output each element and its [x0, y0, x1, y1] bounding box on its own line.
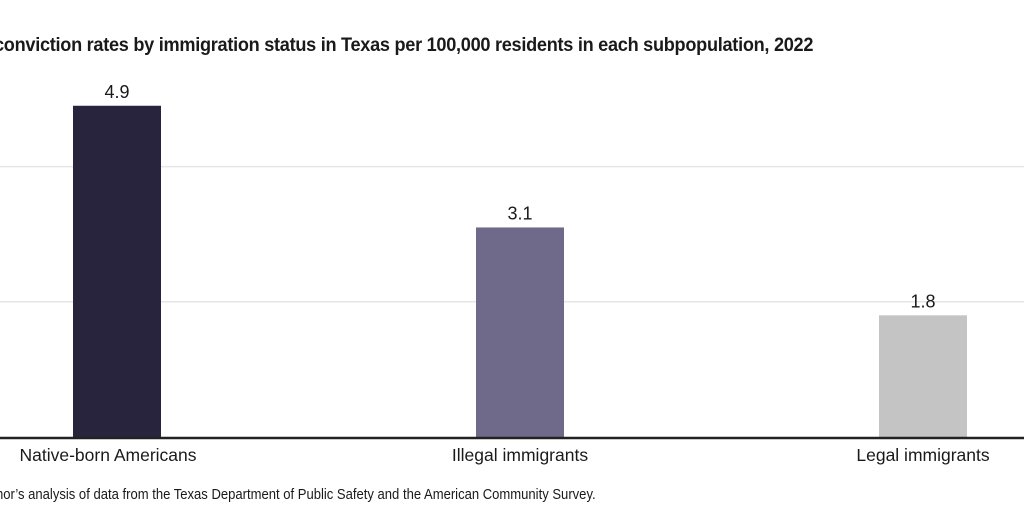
data-label: 4.9 — [104, 82, 129, 102]
bar — [476, 227, 564, 437]
bar — [73, 105, 161, 437]
source-note: hor’s analysis of data from the Texas De… — [0, 487, 596, 503]
bar — [879, 315, 967, 437]
data-label: 1.8 — [910, 291, 935, 311]
category-label: Legal immigrants — [856, 445, 989, 465]
category-label: Illegal immigrants — [452, 445, 588, 465]
chart-title: conviction rates by immigration status i… — [0, 34, 814, 56]
category-label: Native-born Americans — [19, 445, 196, 465]
data-label: 3.1 — [507, 203, 532, 223]
